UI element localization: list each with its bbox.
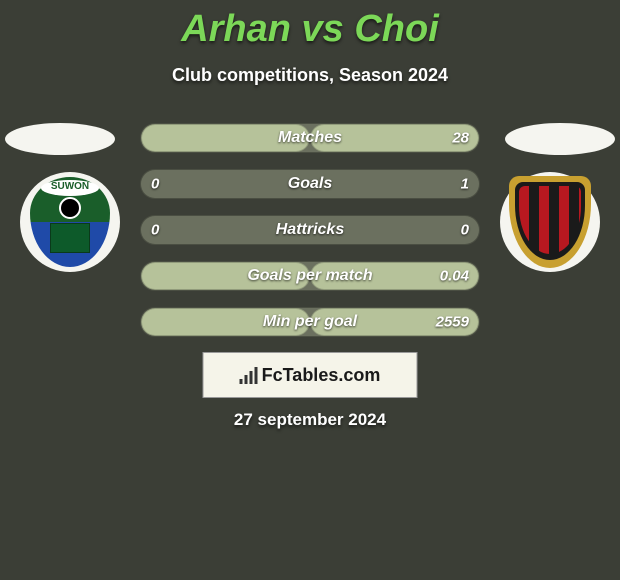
flag-right	[505, 123, 615, 155]
ball-icon	[59, 197, 81, 219]
seoul-crest	[509, 176, 591, 268]
stat-value-right: 1	[461, 176, 469, 193]
team-badge-right	[500, 172, 600, 272]
stat-label: Goals per match	[247, 267, 372, 285]
stat-value-right: 2559	[436, 314, 469, 331]
stats-container: Matches 28 0 Goals 1 0 Hattricks 0 Goals per mat…	[140, 123, 480, 353]
stat-row: Goals per match 0.04	[140, 261, 480, 291]
stat-label: Hattricks	[276, 221, 344, 239]
suwon-crest: SUWON	[30, 177, 110, 267]
stat-value-right: 28	[452, 130, 469, 147]
stat-value-left: 0	[151, 222, 159, 239]
page-title: Arhan vs Choi	[0, 0, 620, 51]
footer-brand[interactable]: FcTables.com	[203, 352, 418, 398]
stat-row: 0 Hattricks 0	[140, 215, 480, 245]
footer-brand-text: FcTables.com	[262, 365, 381, 386]
stat-value-right: 0	[461, 222, 469, 239]
stat-value-left: 0	[151, 176, 159, 193]
castle-icon	[50, 223, 90, 253]
subtitle: Club competitions, Season 2024	[0, 65, 620, 86]
flag-left	[5, 123, 115, 155]
stat-label: Min per goal	[263, 313, 357, 331]
date-label: 27 september 2024	[0, 410, 620, 430]
team-badge-left: SUWON	[20, 172, 120, 272]
stat-row: Min per goal 2559	[140, 307, 480, 337]
bars-icon	[240, 366, 258, 384]
stat-value-right: 0.04	[440, 268, 469, 285]
stat-label: Matches	[278, 129, 342, 147]
stat-row: Matches 28	[140, 123, 480, 153]
stat-label: Goals	[288, 175, 332, 193]
stat-row: 0 Goals 1	[140, 169, 480, 199]
crest-text-left: SUWON	[51, 181, 89, 192]
